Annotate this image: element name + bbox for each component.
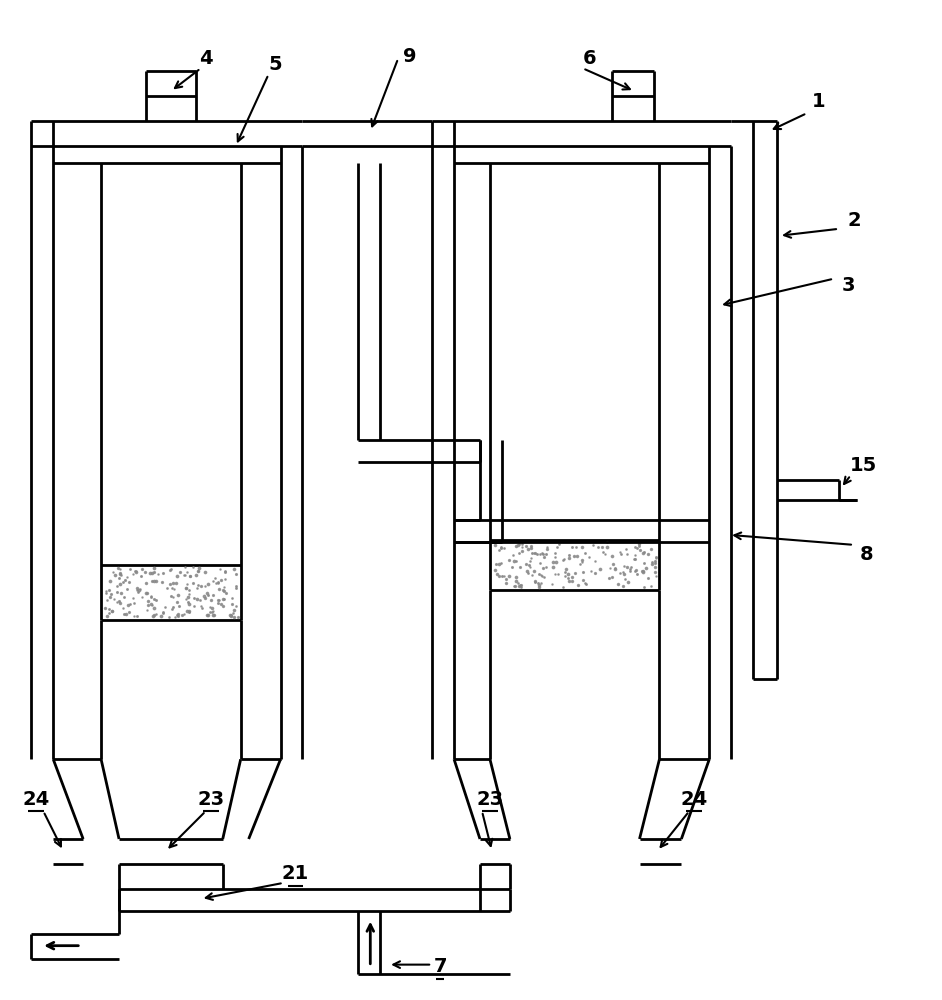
Text: 23: 23 xyxy=(197,790,224,809)
Text: 2: 2 xyxy=(847,211,861,230)
Text: 1: 1 xyxy=(812,92,826,111)
Text: 9: 9 xyxy=(403,47,417,66)
Text: 23: 23 xyxy=(477,790,504,809)
Text: 24: 24 xyxy=(23,790,50,809)
Text: 21: 21 xyxy=(282,864,309,883)
Text: 7: 7 xyxy=(433,957,447,976)
Text: 15: 15 xyxy=(851,456,877,475)
Text: 3: 3 xyxy=(842,276,855,295)
Text: 5: 5 xyxy=(268,55,283,74)
Text: 8: 8 xyxy=(860,545,873,564)
Text: 6: 6 xyxy=(583,49,596,68)
Text: 4: 4 xyxy=(199,49,213,68)
Text: 24: 24 xyxy=(681,790,708,809)
